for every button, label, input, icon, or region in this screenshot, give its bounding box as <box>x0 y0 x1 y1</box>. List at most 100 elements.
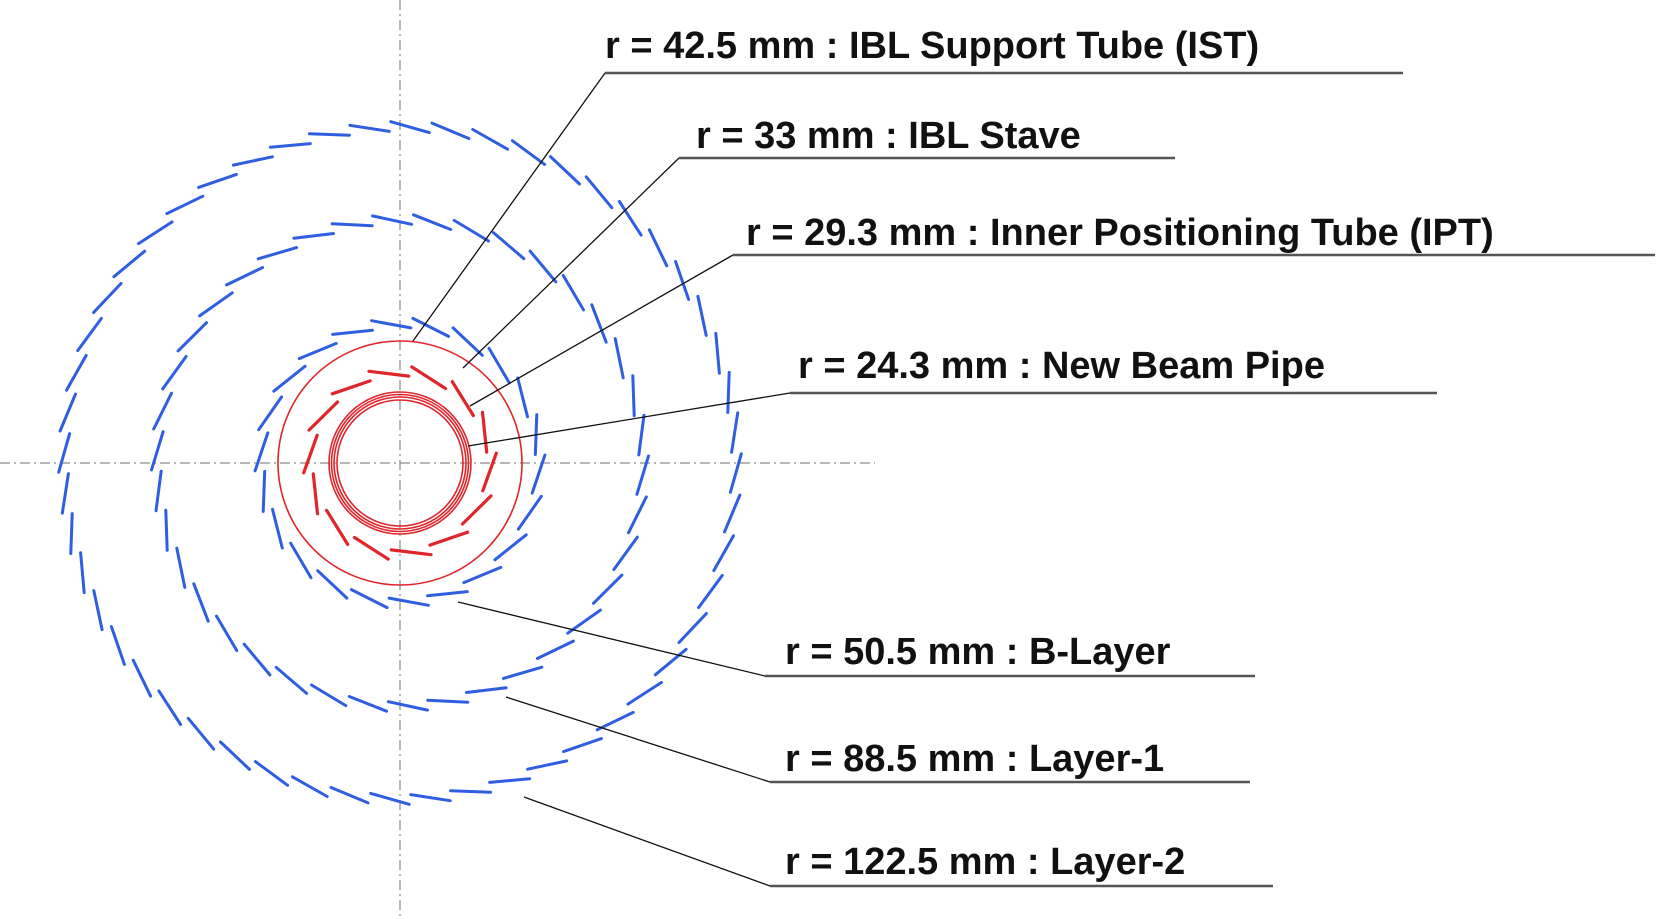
layer-2-stave <box>165 194 205 216</box>
layer-1-stave <box>176 321 208 353</box>
layer-2-stave <box>653 647 688 677</box>
layer-2-stave <box>79 551 86 595</box>
layer-2-stave <box>712 534 735 573</box>
layer-2-stave <box>92 282 123 314</box>
ibl-stave <box>450 380 475 418</box>
b-layer-stave <box>297 341 338 361</box>
inner-positioning-tube-ring-inner <box>333 396 467 530</box>
b-layer-stave <box>370 319 413 330</box>
b-layer-stave <box>257 395 284 432</box>
layer-1-stave <box>528 249 558 284</box>
layer-1-stave <box>274 665 309 695</box>
layer-1-stave <box>292 232 335 240</box>
b-layer-stave <box>530 453 547 495</box>
layer-1-stave <box>491 231 526 261</box>
layer-1-stave <box>501 665 544 680</box>
b-layer-stave <box>331 328 374 336</box>
layer-1-stave <box>613 337 625 380</box>
layer-2-stave <box>69 512 74 556</box>
b-layer-stave <box>272 364 307 393</box>
layer-1-leader <box>505 696 771 783</box>
layer-2-stave <box>728 452 743 494</box>
layer-1-stave <box>627 495 648 535</box>
layer-1-stave <box>452 218 490 243</box>
b-layer-stave <box>411 316 451 338</box>
ibl-stave <box>367 369 411 378</box>
layer-1-stave <box>426 698 470 704</box>
layer-1-stave <box>592 573 624 605</box>
layer-1-label: r = 88.5 mm : Layer-1 <box>785 738 1164 780</box>
layer-2-staves <box>57 120 743 806</box>
b-layer-stave <box>289 541 313 580</box>
layer-2-stave <box>389 120 431 135</box>
b-layer-label: r = 50.5 mm : B-Layer <box>785 631 1171 673</box>
ibl-stave <box>352 535 390 561</box>
b-layer-stave <box>253 431 270 473</box>
beam-pipe-leader <box>467 392 791 447</box>
layer-2-stave <box>510 139 547 166</box>
b-layer-stave <box>349 588 389 610</box>
layer-2-stave <box>617 200 643 237</box>
ibl-stave-label: r = 33 mm : IBL Stave <box>696 115 1081 157</box>
b-layer-stave <box>493 533 528 562</box>
layer-2-stave <box>58 392 77 433</box>
layer-2-stave <box>137 220 174 246</box>
labels: r = 42.5 mm : IBL Support Tube (IST) r =… <box>605 25 1494 883</box>
b-layer-stave <box>261 469 267 513</box>
layer-2-stave <box>726 370 731 414</box>
layer-1-stave <box>152 391 173 431</box>
b-layer-stave <box>271 507 284 550</box>
b-layer-stave <box>451 326 484 357</box>
layer-1-staves <box>150 213 650 713</box>
layer-1-stave <box>154 469 163 513</box>
layer-2-stave <box>409 793 452 803</box>
layer-2-stave <box>562 737 603 754</box>
ist-label: r = 42.5 mm : IBL Support Tube (IST) <box>605 25 1259 67</box>
b-layer-leader <box>457 601 766 677</box>
layer-1-stave <box>164 508 169 552</box>
ibl-stave <box>460 494 493 526</box>
layer-1-stave <box>192 582 210 623</box>
layer-2-stave <box>697 573 724 610</box>
layer-1-stave <box>175 546 187 589</box>
layer-2-stave <box>329 786 370 805</box>
layer-2-stave <box>231 155 274 167</box>
layer-2-stave <box>186 716 216 751</box>
layer-1-stave <box>590 303 608 344</box>
ibl-stave <box>481 451 498 493</box>
layer-2-stave <box>109 625 126 666</box>
layer-1-stave <box>242 642 272 677</box>
b-layer-staves <box>253 316 547 610</box>
layer-2-stave <box>584 175 614 210</box>
layer-2-stave <box>65 353 88 392</box>
ibl-stave <box>330 379 372 396</box>
ibl-stave-leader <box>462 157 680 369</box>
beam-pipe-label: r = 24.3 mm : New Beam Pipe <box>798 345 1325 387</box>
layer-2-stave <box>60 472 70 515</box>
inner-positioning-tube-ring <box>328 391 472 535</box>
ibl-stave <box>480 410 489 454</box>
layer-1-stave <box>310 683 348 708</box>
layer-2-label: r = 122.5 mm : Layer-2 <box>785 841 1185 883</box>
layer-1-stave <box>330 222 374 228</box>
layer-2-stave <box>157 689 183 726</box>
b-layer-stave <box>462 565 503 585</box>
layer-2-stave <box>219 740 251 771</box>
layer-2-stave <box>488 777 532 784</box>
layer-2-stave <box>268 142 312 149</box>
layer-2-stave <box>595 710 635 732</box>
layer-1-stave <box>256 246 299 261</box>
layer-2-stave <box>430 121 471 140</box>
layer-1-stave <box>161 355 188 391</box>
b-layer-stave <box>387 596 430 607</box>
layer-2-stave <box>674 260 691 301</box>
layer-1-stave <box>612 535 639 571</box>
layer-2-stave <box>131 658 153 698</box>
layer-2-stave <box>290 775 329 798</box>
layer-2-stave <box>449 789 493 794</box>
layer-2-stave <box>369 791 411 806</box>
label-underlines <box>605 71 1655 888</box>
b-layer-stave <box>316 569 349 600</box>
layer-1-stave <box>465 686 508 694</box>
